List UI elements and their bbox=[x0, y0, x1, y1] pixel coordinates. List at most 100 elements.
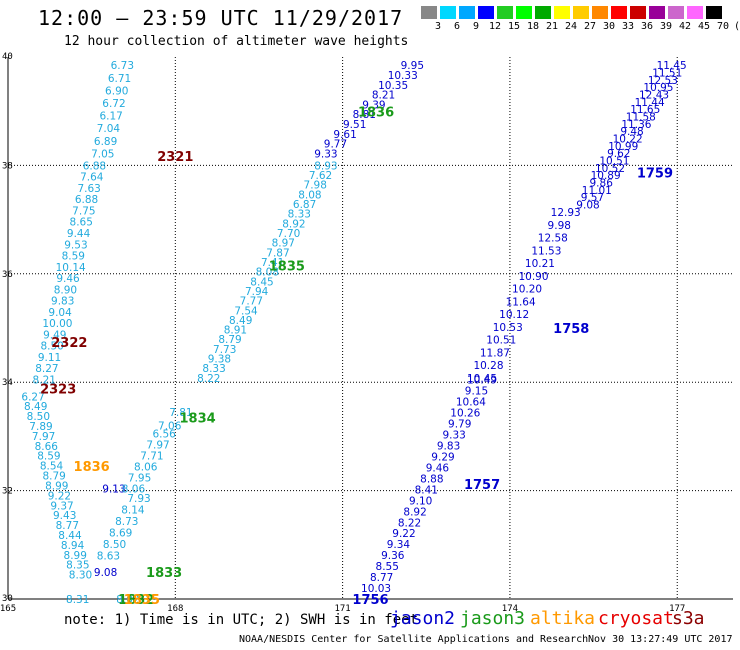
wave-height-value: 10.35 bbox=[378, 80, 408, 92]
pass-number-label: 1833 bbox=[146, 566, 182, 581]
wave-height-value: 7.71 bbox=[140, 451, 163, 463]
wave-height-value: 8.81 bbox=[353, 109, 376, 121]
scale-label: 33 bbox=[621, 21, 635, 32]
wave-height-value: 7.05 bbox=[91, 148, 114, 160]
wave-height-value: 10.00 bbox=[42, 318, 72, 330]
wave-height-value: 7.64 bbox=[80, 172, 104, 184]
wave-height-value: 10.89 bbox=[591, 170, 621, 182]
wave-height-value: 9.46 bbox=[426, 462, 450, 474]
y-tick-label: 34 bbox=[2, 378, 13, 388]
wave-height-value: 10.90 bbox=[518, 271, 548, 283]
wave-height-value: 6.71 bbox=[108, 73, 131, 85]
wave-height-value: 8.14 bbox=[121, 505, 145, 517]
y-tick-label: 40 bbox=[2, 52, 13, 62]
scale-label: 15 bbox=[507, 21, 521, 32]
wave-height-value: 7.62 bbox=[309, 170, 332, 182]
scale-label: 36 bbox=[640, 21, 654, 32]
wave-height-value: 8.27 bbox=[35, 363, 58, 375]
wave-height-value: 9.51 bbox=[343, 119, 366, 131]
scale-label: (ft) bbox=[734, 21, 740, 32]
wave-height-value: 8.06 bbox=[134, 462, 158, 474]
wave-height-value: 9.33 bbox=[314, 148, 337, 160]
scale-label: 18 bbox=[526, 21, 540, 32]
wave-height-value: 10.12 bbox=[499, 309, 529, 321]
scale-label: 9 bbox=[472, 21, 480, 32]
wave-height-value: 9.79 bbox=[448, 418, 471, 430]
wave-height-value: 8.22 bbox=[398, 517, 421, 529]
wave-height-value: 7.81 bbox=[169, 407, 192, 419]
chart-subtitle: 12 hour collection of altimeter wave hei… bbox=[64, 34, 409, 49]
wave-height-value: 8.69 bbox=[109, 528, 132, 540]
wave-height-value: 7.75 bbox=[72, 205, 95, 217]
wave-height-value: 8.59 bbox=[37, 451, 60, 463]
scale-swatch bbox=[687, 6, 703, 19]
wave-height-value: 10.95 bbox=[643, 82, 673, 94]
wave-height-value: 9.98 bbox=[548, 220, 571, 232]
x-tick-label: 165 bbox=[0, 604, 16, 614]
wave-height-value: 8.73 bbox=[115, 516, 138, 528]
wave-height-value: 8.41 bbox=[415, 484, 438, 496]
wave-height-value: 12.93 bbox=[551, 207, 581, 219]
wave-height-value: 8.22 bbox=[197, 373, 220, 385]
wave-height-value: 6.88 bbox=[75, 194, 98, 206]
wave-height-value: 9.36 bbox=[381, 550, 405, 562]
wave-height-value: 9.33 bbox=[442, 429, 465, 441]
wave-height-value: 6.56 bbox=[152, 429, 176, 441]
wave-height-value: 10.49 bbox=[467, 374, 497, 386]
wave-height-value: 9.95 bbox=[401, 60, 424, 72]
wave-height-value: 9.39 bbox=[362, 99, 385, 111]
wave-height-value: 9.46 bbox=[56, 273, 80, 285]
wave-height-value: 9.57 bbox=[581, 192, 604, 204]
wave-height-value: 8.93 bbox=[314, 160, 337, 172]
wave-height-value: 8.55 bbox=[376, 561, 399, 573]
scale-swatch bbox=[421, 6, 437, 19]
pass-number-label: 1836 bbox=[358, 106, 394, 121]
scale-swatch bbox=[611, 6, 627, 19]
wave-height-value: 8.50 bbox=[40, 341, 63, 353]
legend-cryosat: cryosat bbox=[598, 608, 674, 629]
scale-label: 45 bbox=[697, 21, 711, 32]
legend-jason2: jason2 bbox=[390, 608, 456, 629]
wave-height-value: 8.63 bbox=[97, 551, 120, 563]
scale-label: 39 bbox=[659, 21, 673, 32]
scale-swatch bbox=[668, 6, 684, 19]
wave-height-value: 8.92 bbox=[282, 218, 305, 230]
wave-height-value: 9.08 bbox=[576, 199, 599, 211]
scale-swatch bbox=[573, 6, 589, 19]
wave-height-value: 6.27 bbox=[21, 391, 44, 403]
wave-height-value: 9.22 bbox=[392, 528, 415, 540]
wave-height-value: 10.03 bbox=[361, 583, 391, 595]
wave-height-value: 11.44 bbox=[635, 97, 665, 109]
wave-height-value: 10.51 bbox=[486, 335, 516, 347]
wave-height-value: 8.49 bbox=[229, 315, 252, 327]
wave-height-value: 7.94 bbox=[245, 286, 269, 298]
scale-swatch bbox=[535, 6, 551, 19]
wave-height-value: 8.66 bbox=[35, 441, 59, 453]
wave-height-value: 8.49 bbox=[24, 401, 47, 413]
wave-height-value: 11.87 bbox=[480, 347, 510, 359]
wave-height-value: 7.41 bbox=[261, 257, 284, 269]
wave-height-value: 9.43 bbox=[53, 510, 76, 522]
pass-number-label: 2322 bbox=[51, 336, 87, 351]
y-tick-label: 30 bbox=[2, 594, 13, 604]
pass-number-label: 1756 bbox=[352, 593, 388, 608]
wave-height-value: 8.35 bbox=[66, 560, 89, 572]
wave-height-value: 12.58 bbox=[538, 233, 568, 245]
wave-height-value: 7.04 bbox=[97, 123, 121, 135]
wave-height-value: 7.95 bbox=[128, 472, 151, 484]
wave-height-value: 11.64 bbox=[506, 296, 536, 308]
wave-height-value: 8.30 bbox=[69, 570, 92, 582]
wave-height-value: 9.29 bbox=[431, 451, 454, 463]
x-tick-label: 168 bbox=[167, 604, 183, 614]
wave-height-value: 9.77 bbox=[324, 139, 347, 151]
wave-height-value: 7.54 bbox=[234, 305, 258, 317]
wave-height-value: 9.08 bbox=[94, 567, 117, 579]
wave-height-value: 9.44 bbox=[67, 228, 91, 240]
x-tick-label: 177 bbox=[669, 604, 685, 614]
wave-height-value: 8.54 bbox=[40, 461, 64, 473]
wave-height-value: 8.88 bbox=[420, 473, 443, 485]
wave-height-value: 10.99 bbox=[608, 141, 638, 153]
scale-swatch bbox=[516, 6, 532, 19]
scale-label: 21 bbox=[545, 21, 559, 32]
wave-height-value: 8.94 bbox=[61, 540, 85, 552]
